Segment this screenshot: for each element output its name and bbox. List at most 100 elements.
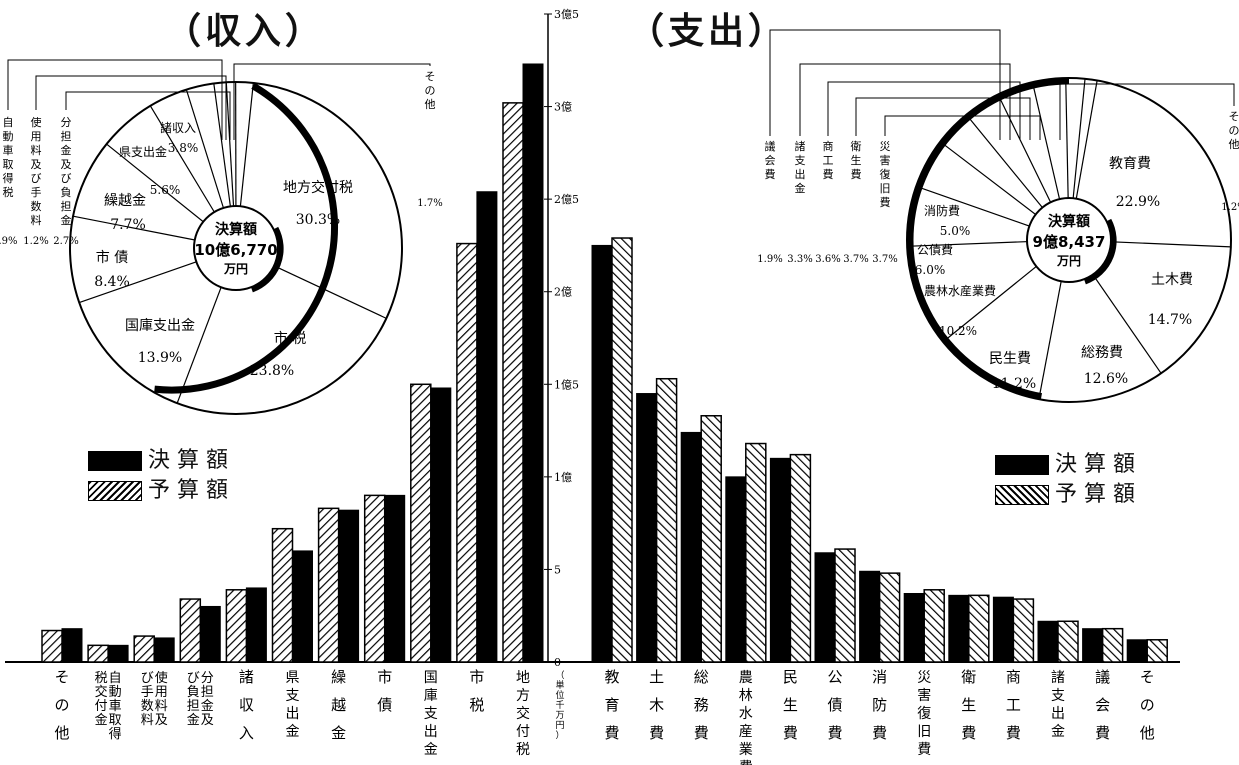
pie-slice-label: 民生費 — [989, 351, 1031, 367]
x-tick-label: 総務費 — [694, 668, 709, 742]
x-tick-label: 土木費 — [649, 668, 664, 742]
x-tick-char: 市 — [377, 668, 392, 686]
y-tick-label: 5 — [554, 563, 561, 576]
pie-slice-pct: 5.0% — [940, 224, 971, 238]
pie-label-char: 税 — [3, 185, 14, 199]
bar-actual — [245, 587, 267, 663]
x-tick-char: 税 — [516, 742, 530, 758]
pie-leader-line — [827, 81, 1021, 140]
x-tick-char: 国 — [424, 670, 438, 686]
x-tick-char: 担 — [187, 699, 200, 714]
bar-budget — [271, 527, 294, 663]
pie-label-char: そ — [1229, 110, 1239, 123]
x-tick-char: 費 — [783, 724, 798, 742]
axis-unit-char: 千 — [555, 700, 564, 711]
x-tick-label: 教育費 — [604, 668, 619, 742]
x-tick-char: 動 — [109, 685, 122, 700]
x-tick-char: そ — [54, 668, 69, 686]
axis-unit-char: 円 — [555, 720, 564, 731]
pie-label-char: 諸 — [795, 139, 806, 153]
x-tick-label: 市債 — [377, 668, 392, 714]
pie-slice-pct: 3.7% — [843, 254, 868, 265]
pie-slice-label: 諸収入 — [160, 120, 196, 135]
bar-actual — [680, 431, 702, 663]
bar-budget — [133, 635, 155, 663]
x-tick-char: び — [187, 671, 200, 686]
x-tick-char: 繰 — [331, 668, 346, 686]
expense-legend: 決 算 額 予 算 額 — [995, 450, 1135, 510]
x-tick-label: その他 — [54, 668, 69, 742]
x-tick-char: の — [1140, 696, 1155, 714]
x-tick-char: 出 — [424, 724, 438, 740]
pie-label-char: 手 — [31, 185, 42, 199]
pie-label-char: 及 — [61, 158, 72, 171]
x-tick-char: 金 — [1051, 724, 1065, 740]
x-tick-char: 及 — [201, 713, 214, 728]
x-tick-char: 教 — [604, 668, 619, 686]
bar-budget — [834, 548, 856, 663]
bar-budget — [317, 507, 340, 663]
pie-label-char: 旧 — [880, 182, 891, 195]
pie-center-title: 決算額 — [1048, 213, 1090, 230]
x-tick-char: 出 — [286, 706, 300, 722]
pie-slice-label: 市 税 — [274, 330, 306, 347]
pie-slice-pct: 1.9% — [757, 254, 782, 265]
pie-label-char: 議 — [765, 139, 776, 153]
bar-budget — [410, 383, 432, 663]
pie-center-amount: 10億6,770 — [194, 241, 277, 259]
pie-label-char: 料 — [31, 143, 42, 157]
pie-label-char: 及 — [31, 158, 42, 171]
pie-slice-pct: 10.2% — [939, 324, 977, 338]
x-tick-char: 商 — [1006, 668, 1021, 686]
bar-budget — [87, 644, 109, 663]
axis-unit-char: （ — [555, 670, 564, 681]
y-tick-label: 0 — [554, 656, 561, 669]
x-tick-label: 民生費 — [783, 668, 798, 742]
bar-actual — [292, 550, 313, 663]
pie-slice-label: 土木費 — [1151, 272, 1193, 288]
y-tick-label: 1億 — [554, 471, 572, 484]
bar-budget — [502, 102, 524, 663]
x-tick-char: 生 — [783, 696, 798, 714]
pie-slice-label: 繰越金 — [104, 193, 146, 209]
x-tick-label: その他 — [1140, 668, 1155, 742]
bar-budget — [1057, 620, 1079, 663]
x-tick-label: 県支出金 — [286, 670, 300, 740]
pie-center-unit: 万円 — [223, 262, 248, 276]
pie-slice-pct: 22.9% — [1116, 194, 1160, 210]
x-tick-char: 税 — [95, 671, 108, 686]
x-tick-char: 費 — [961, 724, 976, 742]
pie-label-char: 負 — [61, 186, 72, 199]
pie-leader-line — [799, 63, 1011, 140]
x-tick-char: 費 — [694, 724, 709, 742]
axis-unit-char: 位 — [555, 689, 564, 701]
pie-label-char: 害 — [880, 153, 891, 167]
x-tick-char: 消 — [872, 668, 887, 686]
legend-item-budget: 予 算 額 — [995, 480, 1135, 510]
pie-slice-label: 地方交付税 — [283, 179, 353, 196]
x-tick-label: 議会費 — [1095, 668, 1110, 742]
bar-budget — [655, 377, 678, 663]
x-tick-char: 費 — [739, 760, 753, 765]
x-tick-char: 金 — [95, 712, 108, 728]
x-tick-label: 商工費 — [1006, 668, 1021, 742]
x-tick-char: 庫 — [424, 687, 438, 704]
pie-leader-line — [65, 91, 231, 140]
pie-label-char: 金 — [795, 181, 806, 195]
pie-label-char: 他 — [425, 98, 436, 111]
pie-slice-pct: 13.9% — [138, 350, 182, 366]
bar-actual — [1037, 620, 1059, 663]
bar-actual — [992, 596, 1014, 663]
pie-label-char: 衛 — [851, 140, 862, 153]
x-tick-char: 担 — [201, 685, 214, 700]
x-tick-char: 工 — [1006, 696, 1021, 714]
pie-label-char: 数 — [31, 200, 42, 213]
axis-unit-char: 単 — [555, 679, 564, 691]
pie-label-char: 生 — [851, 153, 862, 167]
x-tick-char: 民 — [783, 668, 798, 686]
